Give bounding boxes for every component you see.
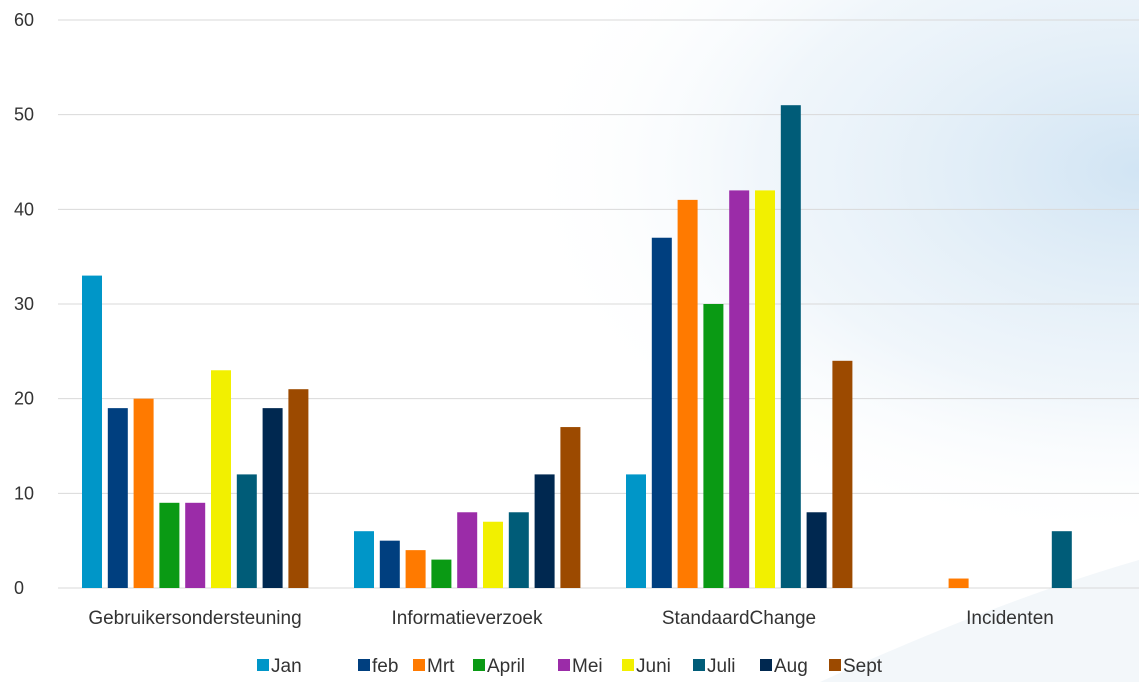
- bar-jan-informatieverzoek: [354, 531, 374, 588]
- y-tick-label: 20: [14, 389, 34, 409]
- bar-aug-gebruikersondersteuning: [262, 408, 283, 588]
- bar-aug-standaardchange: [806, 512, 827, 588]
- legend-item-aug: Aug: [760, 656, 808, 677]
- legend-swatch: [622, 659, 634, 671]
- bar-april-gebruikersondersteuning: [159, 502, 180, 588]
- legend-label: Mrt: [427, 656, 455, 677]
- bars: [82, 105, 1072, 588]
- bar-juli-gebruikersondersteuning: [236, 474, 257, 588]
- category-label: Incidenten: [966, 608, 1054, 629]
- bar-juni-informatieverzoek: [483, 521, 503, 588]
- y-tick-label: 50: [14, 105, 34, 125]
- legend-label: feb: [372, 656, 398, 677]
- legend-swatch: [473, 659, 485, 671]
- bar-feb-gebruikersondersteuning: [107, 408, 128, 588]
- legend-swatch: [257, 659, 269, 671]
- y-tick-label: 60: [14, 10, 34, 30]
- legend-swatch: [693, 659, 705, 671]
- bar-sept-gebruikersondersteuning: [288, 389, 309, 588]
- legend-item-sept: Sept: [829, 656, 883, 677]
- category-label: Informatieverzoek: [391, 608, 543, 629]
- category-label: StandaardChange: [662, 608, 816, 629]
- legend-item-jan: Jan: [257, 656, 302, 677]
- legend-label: Juli: [707, 656, 736, 677]
- legend-swatch: [358, 659, 370, 671]
- legend-swatch: [760, 659, 772, 671]
- bar-jan-gebruikersondersteuning: [82, 275, 102, 588]
- bar-feb-standaardchange: [651, 237, 672, 588]
- bar-mei-standaardchange: [729, 190, 750, 588]
- bar-juni-gebruikersondersteuning: [211, 370, 231, 588]
- bar-feb-informatieverzoek: [379, 540, 400, 588]
- legend-swatch: [413, 659, 425, 671]
- legend-item-feb: feb: [358, 656, 398, 677]
- bar-mrt-gebruikersondersteuning: [133, 398, 154, 588]
- legend-item-mrt: Mrt: [413, 656, 455, 677]
- bar-april-standaardchange: [703, 304, 724, 588]
- legend-label: Mei: [572, 656, 603, 677]
- bar-juli-standaardchange: [780, 105, 801, 588]
- bar-mrt-informatieverzoek: [405, 550, 426, 588]
- legend-item-april: April: [473, 656, 525, 677]
- legend-item-juni: Juni: [622, 656, 671, 677]
- bar-jan-standaardchange: [626, 474, 646, 588]
- legend-label: April: [487, 656, 525, 677]
- y-tick-label: 40: [14, 199, 34, 219]
- bar-mei-informatieverzoek: [457, 512, 478, 588]
- y-tick-label: 30: [14, 294, 34, 314]
- bar-mei-gebruikersondersteuning: [185, 502, 206, 588]
- legend-swatch: [829, 659, 841, 671]
- bar-mrt-incidenten: [948, 578, 969, 588]
- legend-item-juli: Juli: [693, 656, 736, 677]
- legend-label: Juni: [636, 656, 671, 677]
- bar-sept-informatieverzoek: [560, 427, 581, 588]
- y-tick-label: 0: [14, 578, 24, 598]
- bar-april-informatieverzoek: [431, 559, 452, 588]
- bar-mrt-standaardchange: [677, 199, 698, 588]
- bar-juni-standaardchange: [755, 190, 775, 588]
- bar-juli-informatieverzoek: [508, 512, 529, 588]
- y-tick-label: 10: [14, 483, 34, 503]
- y-axis-ticks: 0 10 20 30 40 50 60: [14, 10, 34, 598]
- bar-sept-standaardchange: [832, 360, 853, 588]
- category-label: Gebruikersondersteuning: [88, 608, 301, 629]
- bar-aug-informatieverzoek: [534, 474, 555, 588]
- x-axis-categories: Gebruikersondersteuning Informatieverzoek…: [88, 608, 1054, 629]
- legend: Jan feb Mrt April Mei Juni Juli Aug Sept: [257, 656, 883, 677]
- legend-label: Jan: [271, 656, 302, 677]
- bar-juli-incidenten: [1051, 531, 1072, 588]
- legend-item-mei: Mei: [558, 656, 603, 677]
- legend-label: Aug: [774, 656, 808, 677]
- legend-swatch: [558, 659, 570, 671]
- legend-label: Sept: [843, 656, 883, 677]
